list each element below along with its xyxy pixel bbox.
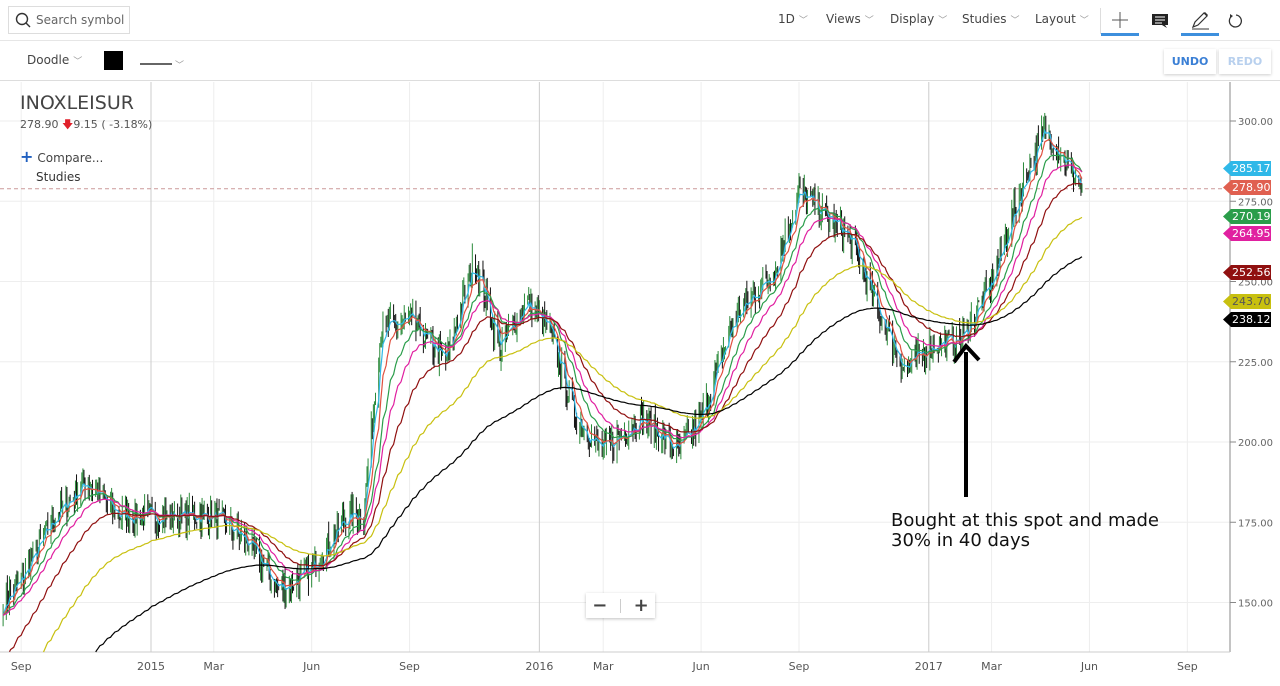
comment-icon <box>1152 14 1168 28</box>
reset-button[interactable] <box>1216 6 1254 36</box>
zoom-in-button[interactable]: + <box>633 595 649 616</box>
x-tick-label: 2015 <box>137 660 165 673</box>
layout-menu[interactable]: Layout ﹀ <box>1035 12 1089 26</box>
color-swatch[interactable] <box>104 51 123 70</box>
search-icon <box>15 12 31 28</box>
line-style-select[interactable]: ﹀ <box>140 53 184 72</box>
rotate-icon <box>1228 14 1242 28</box>
x-tick-label: Jun <box>1080 660 1098 673</box>
zoom-out-button[interactable]: − <box>592 595 608 616</box>
y-tick-label: 300.00 <box>1238 117 1273 128</box>
x-tick-label: Sep <box>399 660 420 673</box>
plus-icon: + <box>20 147 34 166</box>
studies-label[interactable]: Studies <box>36 170 81 184</box>
x-tick-label: 2016 <box>525 660 553 673</box>
price-tag: 285.17 <box>1223 161 1271 176</box>
x-tick-label: Sep <box>789 660 810 673</box>
price-chart[interactable]: 300.00 275.00 250.00 225.00 200.00 175.00 150.… <box>0 82 1280 682</box>
y-tick-label: 150.00 <box>1238 599 1273 610</box>
studies-menu[interactable]: Studies ﹀ <box>962 12 1020 26</box>
compare-button[interactable]: + Compare... <box>20 147 104 166</box>
drawing-toolbar: Doodle ﹀ ﹀ <box>0 41 1280 81</box>
price-change: 278.90 🡇9.15 ( -3.18%) <box>20 118 153 131</box>
down-arrow-icon: 🡇 <box>62 118 74 131</box>
moving-average-line <box>8 183 1083 653</box>
x-tick-label: Mar <box>981 660 1002 673</box>
chevron-down-icon: ﹀ <box>798 16 808 26</box>
top-toolbar: Search symbol 1D ﹀ Views ﹀ Display ﹀ Studie… <box>0 0 1280 41</box>
chevron-down-icon: ﹀ <box>864 16 874 26</box>
zoom-controls: − + <box>586 593 655 618</box>
comment-button[interactable] <box>1141 6 1179 36</box>
periodicity-menu[interactable]: 1D ﹀ <box>778 12 808 26</box>
y-tick-label: 225.00 <box>1238 358 1273 369</box>
y-tick-label: 200.00 <box>1238 438 1273 449</box>
price-tag: 238.12 <box>1223 312 1271 327</box>
draw-button[interactable] <box>1181 6 1219 36</box>
annotation-arrow-head <box>952 342 981 364</box>
crosshair-button[interactable] <box>1101 6 1139 36</box>
moving-average-line <box>42 216 1083 653</box>
search-input[interactable]: Search symbol <box>8 6 130 34</box>
price-tag: 270.19 <box>1223 209 1271 224</box>
y-tick-label: 250.00 <box>1238 278 1273 289</box>
y-tick-label: 275.00 <box>1238 197 1273 208</box>
price-tag: 243.70 <box>1223 294 1271 309</box>
pencil-icon <box>1191 11 1209 29</box>
price-tag: 278.90 <box>1223 180 1271 195</box>
chevron-down-icon: ﹀ <box>938 16 948 26</box>
display-menu[interactable]: Display ﹀ <box>890 12 948 26</box>
annotation-text: Bought at this spot and made 30% in 40 d… <box>891 510 1160 551</box>
chevron-down-icon: ﹀ <box>73 57 83 67</box>
moving-average-line <box>2 128 1083 616</box>
y-tick-label: 175.00 <box>1238 518 1273 529</box>
chevron-down-icon: ﹀ <box>1010 16 1020 26</box>
redo-button[interactable]: REDO <box>1219 49 1271 74</box>
crosshair-icon <box>1112 11 1128 28</box>
x-tick-label: Sep <box>1177 660 1198 673</box>
chevron-down-icon: ﹀ <box>175 61 185 71</box>
x-tick-label: Sep <box>11 660 32 673</box>
undo-button[interactable]: UNDO <box>1164 49 1216 74</box>
symbol-name: INOXLEISUR <box>20 92 134 114</box>
x-tick-label: Mar <box>593 660 614 673</box>
price-tag: 264.95 <box>1223 226 1271 241</box>
chart-legend: INOXLEISUR 278.90 🡇9.15 ( -3.18%) <box>20 92 152 135</box>
views-menu[interactable]: Views ﹀ <box>826 12 874 26</box>
x-tick-label: 2017 <box>915 660 943 673</box>
moving-average-line <box>95 256 1083 653</box>
x-tick-label: Mar <box>203 660 224 673</box>
price-tag: 252.56 <box>1223 265 1271 280</box>
search-placeholder: Search symbol <box>36 13 125 27</box>
x-tick-label: Jun <box>302 660 320 673</box>
chevron-down-icon: ﹀ <box>1079 16 1089 26</box>
drawing-tool-select[interactable]: Doodle ﹀ <box>27 53 83 67</box>
x-tick-label: Jun <box>691 660 709 673</box>
